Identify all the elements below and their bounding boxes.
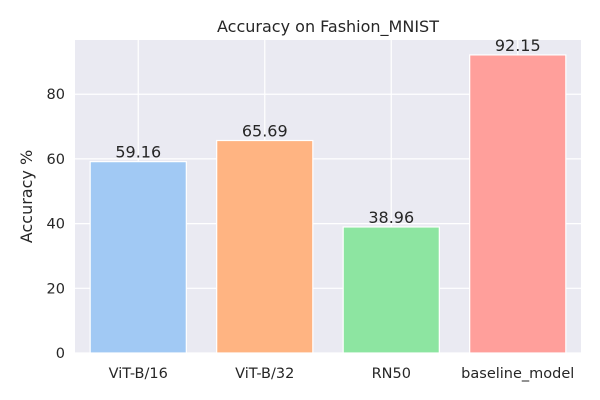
y-tick-label: 20 xyxy=(47,281,65,297)
data-labels: 59.16 65.69 38.96 92.15 xyxy=(115,36,540,227)
bar xyxy=(469,54,567,354)
bar-value-label: 59.16 xyxy=(115,143,161,162)
bar xyxy=(89,161,187,354)
y-axis-label: Accuracy % xyxy=(17,150,36,243)
x-tick-label: baseline_model xyxy=(461,366,574,382)
bar xyxy=(216,139,314,354)
x-tick-label: RN50 xyxy=(372,366,411,382)
bar-value-label: 65.69 xyxy=(242,122,288,141)
x-tick-label: ViT-B/16 xyxy=(109,366,168,382)
y-axis-ticks: 0 20 40 60 80 xyxy=(47,87,65,362)
x-tick-label: ViT-B/32 xyxy=(235,366,294,382)
y-tick-label: 0 xyxy=(56,346,65,362)
chart-title: Accuracy on Fashion_MNIST xyxy=(217,17,439,37)
bar-value-label: 92.15 xyxy=(495,36,541,55)
y-tick-label: 80 xyxy=(47,87,65,103)
bar-value-label: 38.96 xyxy=(368,208,414,227)
y-tick-label: 60 xyxy=(47,152,65,168)
bars xyxy=(89,54,567,354)
y-tick-label: 40 xyxy=(47,217,65,233)
bar xyxy=(342,226,440,354)
x-axis-ticks: ViT-B/16 ViT-B/32 RN50 baseline_model xyxy=(109,366,575,382)
